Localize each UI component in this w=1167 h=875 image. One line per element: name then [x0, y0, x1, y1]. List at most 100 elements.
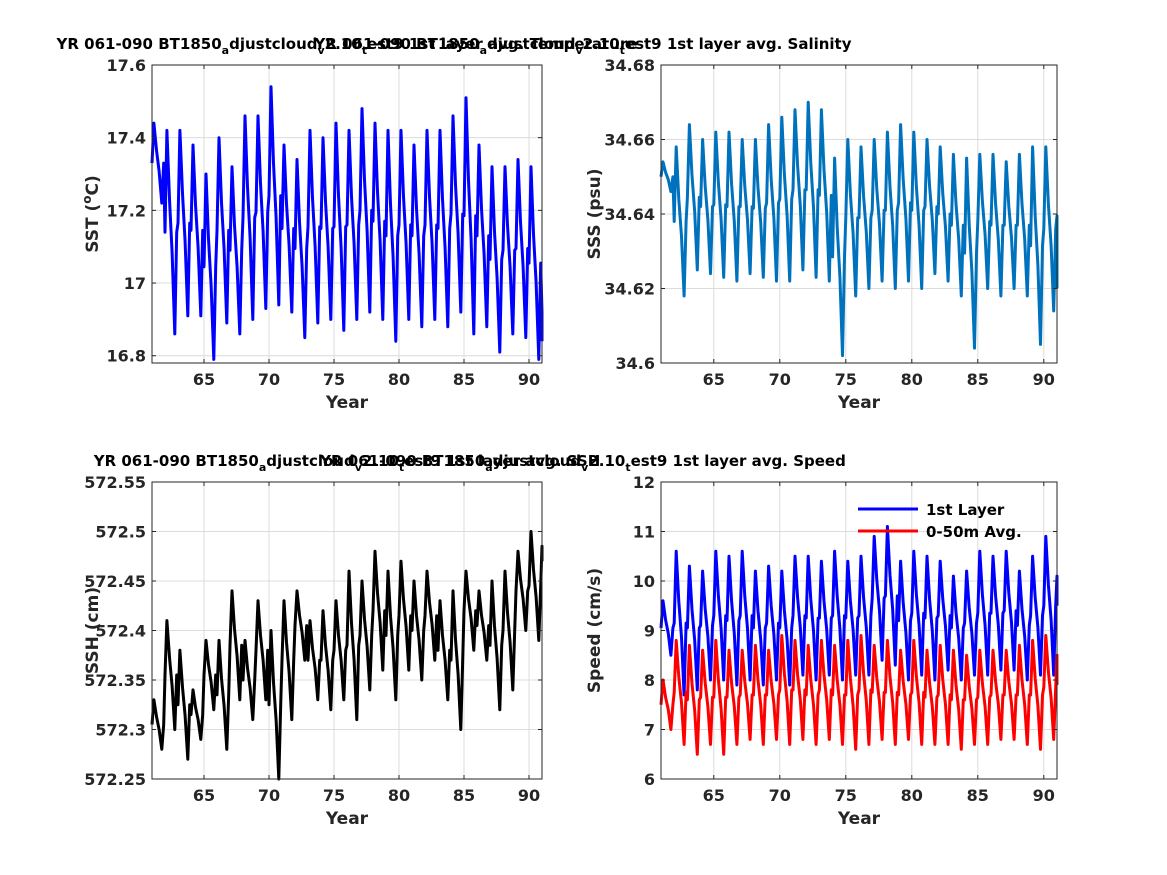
- chart-title-subscript: v: [581, 461, 589, 474]
- y-axis-label-part: SST (: [83, 204, 103, 253]
- x-axis-label: Year: [837, 809, 881, 829]
- chart-title-part: 2.10: [325, 35, 362, 53]
- y-tick-label: 11: [633, 523, 655, 542]
- x-tick-label: 80: [901, 786, 923, 805]
- y-tick-label: 572.4: [95, 622, 146, 641]
- chart-title-subscript: v: [355, 461, 363, 474]
- chart-title-subscript: a: [485, 461, 492, 474]
- y-tick-label: 572.5: [95, 523, 146, 542]
- legend-entry-1: 1st Layer: [926, 501, 1005, 519]
- series-line-1: [150, 85, 544, 361]
- x-tick-label: 85: [967, 370, 989, 389]
- chart-title-part: YR 061-090 BT1850: [319, 452, 485, 470]
- axes-frame: [151, 64, 543, 364]
- x-tick-label: 65: [703, 370, 725, 389]
- chart-panel-3: 65 70 75 80 85 90 572.25 572.3 572.35 572.4 572.45…: [83, 452, 600, 829]
- chart-title-subscript: a: [480, 44, 487, 57]
- x-tick-label: 90: [1033, 786, 1055, 805]
- x-tick-label: 90: [518, 370, 540, 389]
- chart-title-part: est9 1st layer avg. Temperature: [367, 35, 638, 53]
- x-tick-label: 70: [258, 786, 280, 805]
- chart-title-subscript: a: [222, 44, 229, 57]
- y-tick-label: 572.3: [95, 721, 146, 740]
- x-tick-label: 85: [453, 786, 475, 805]
- chart-title-part: est9 1st layer avg. SSH: [404, 452, 600, 470]
- x-tick-label: 90: [1033, 370, 1055, 389]
- x-tick-label: 65: [703, 786, 725, 805]
- y-axis-label: SSH (cm): [83, 587, 103, 674]
- x-tick-label: 70: [769, 786, 791, 805]
- chart-title-subscript: t: [362, 44, 367, 57]
- chart-title-part: YR 061-090 BT1850: [93, 452, 259, 470]
- chart-title-part: est9 1st layer avg. Speed: [631, 452, 846, 470]
- x-tick-label: 85: [967, 786, 989, 805]
- chart-title-part: YR 061-090 BT1850: [56, 35, 222, 53]
- y-tick-label: 17.6: [107, 56, 146, 75]
- chart-title: YR 061-090 BT1850adjustcloudv2.10test9 1…: [56, 35, 638, 57]
- chart-title-part: djustcloud: [493, 452, 581, 470]
- chart-title: YR 061-090 BT1850adjustcloudv2.10test9 1…: [319, 452, 846, 474]
- y-tick-label: 16.8: [107, 347, 146, 366]
- x-tick-label: 75: [835, 370, 857, 389]
- x-tick-label: 80: [901, 370, 923, 389]
- chart-title-part: djustcloud: [487, 35, 575, 53]
- y-axis-label: Speed (cm/s): [585, 568, 605, 693]
- chart-panel-1: 65 70 75 80 85 90 16.8 17 17.2 17.4 17.6 Year SST (o…: [56, 35, 638, 413]
- x-tick-label: 80: [388, 370, 410, 389]
- y-tick-label: 34.6: [616, 354, 655, 373]
- x-axis-label: Year: [837, 393, 881, 413]
- chart-panel-4: 65 70 75 80 85 90 6 7 8 9 10 11 12 Year Speed (cm/s) YR…: [319, 452, 1059, 829]
- y-tick-label: 572.25: [84, 770, 146, 789]
- x-tick-label: 90: [518, 786, 540, 805]
- y-tick-label: 17: [124, 274, 146, 293]
- y-tick-label: 17.2: [107, 201, 146, 220]
- y-tick-label: 12: [633, 473, 655, 492]
- x-tick-label: 70: [258, 370, 280, 389]
- chart-title-part: 2.10: [362, 452, 399, 470]
- x-axis-label: Year: [325, 809, 369, 829]
- x-tick-label: 70: [769, 370, 791, 389]
- chart-title-subscript: t: [620, 44, 625, 57]
- y-tick-label: 572.45: [84, 572, 146, 591]
- x-tick-label: 75: [323, 786, 345, 805]
- y-tick-label: 6: [644, 770, 655, 789]
- x-tick-label: 75: [835, 786, 857, 805]
- chart-title-part: djustcloud: [229, 35, 317, 53]
- y-tick-label: 572.55: [84, 473, 146, 492]
- x-tick-label: 75: [323, 370, 345, 389]
- x-tick-label: 85: [453, 370, 475, 389]
- series-line-1: [659, 525, 1059, 697]
- y-tick-label: 34.64: [604, 205, 655, 224]
- chart-title-part: djustcloud: [266, 452, 354, 470]
- chart-panel-2: 65 70 75 80 85 90 34.6 34.62 34.64 34.66 34.68 Year…: [313, 35, 1059, 413]
- legend-entry-2: 0-50m Avg.: [926, 523, 1022, 541]
- y-axis-label: SSS (psu): [585, 168, 605, 259]
- y-axis-label: SST (oC): [80, 175, 103, 253]
- chart-title-subscript: v: [575, 44, 583, 57]
- chart-title-part: 2.10: [588, 452, 625, 470]
- chart-title-part: YR 061-090 BT1850: [313, 35, 479, 53]
- x-tick-label: 80: [388, 786, 410, 805]
- series-line-1: [659, 100, 1059, 358]
- chart-title-subscript: t: [399, 461, 404, 474]
- y-tick-label: 34.62: [604, 280, 655, 299]
- x-tick-label: 65: [193, 786, 215, 805]
- chart-title: YR 061-090 BT1850adjustcloudv2.10test9 1…: [93, 452, 601, 474]
- y-tick-label: 10: [633, 572, 655, 591]
- chart-title-subscript: t: [625, 461, 630, 474]
- x-axis-label: Year: [325, 393, 369, 413]
- chart-title-subscript: a: [259, 461, 266, 474]
- chart-title-part: est9 1st layer avg. Salinity: [625, 35, 852, 53]
- x-tick-label: 65: [193, 370, 215, 389]
- y-tick-label: 17.4: [107, 129, 146, 148]
- series-line-2: [659, 634, 1059, 756]
- chart-title-part: 2.10: [583, 35, 620, 53]
- y-tick-label: 8: [644, 671, 655, 690]
- y-axis-label-superscript: o: [80, 195, 94, 203]
- y-tick-label: 9: [644, 622, 655, 641]
- y-axis-label-part: C): [83, 175, 103, 195]
- y-tick-label: 572.35: [84, 671, 146, 690]
- y-tick-label: 34.66: [604, 131, 655, 150]
- y-tick-label: 34.68: [604, 56, 655, 75]
